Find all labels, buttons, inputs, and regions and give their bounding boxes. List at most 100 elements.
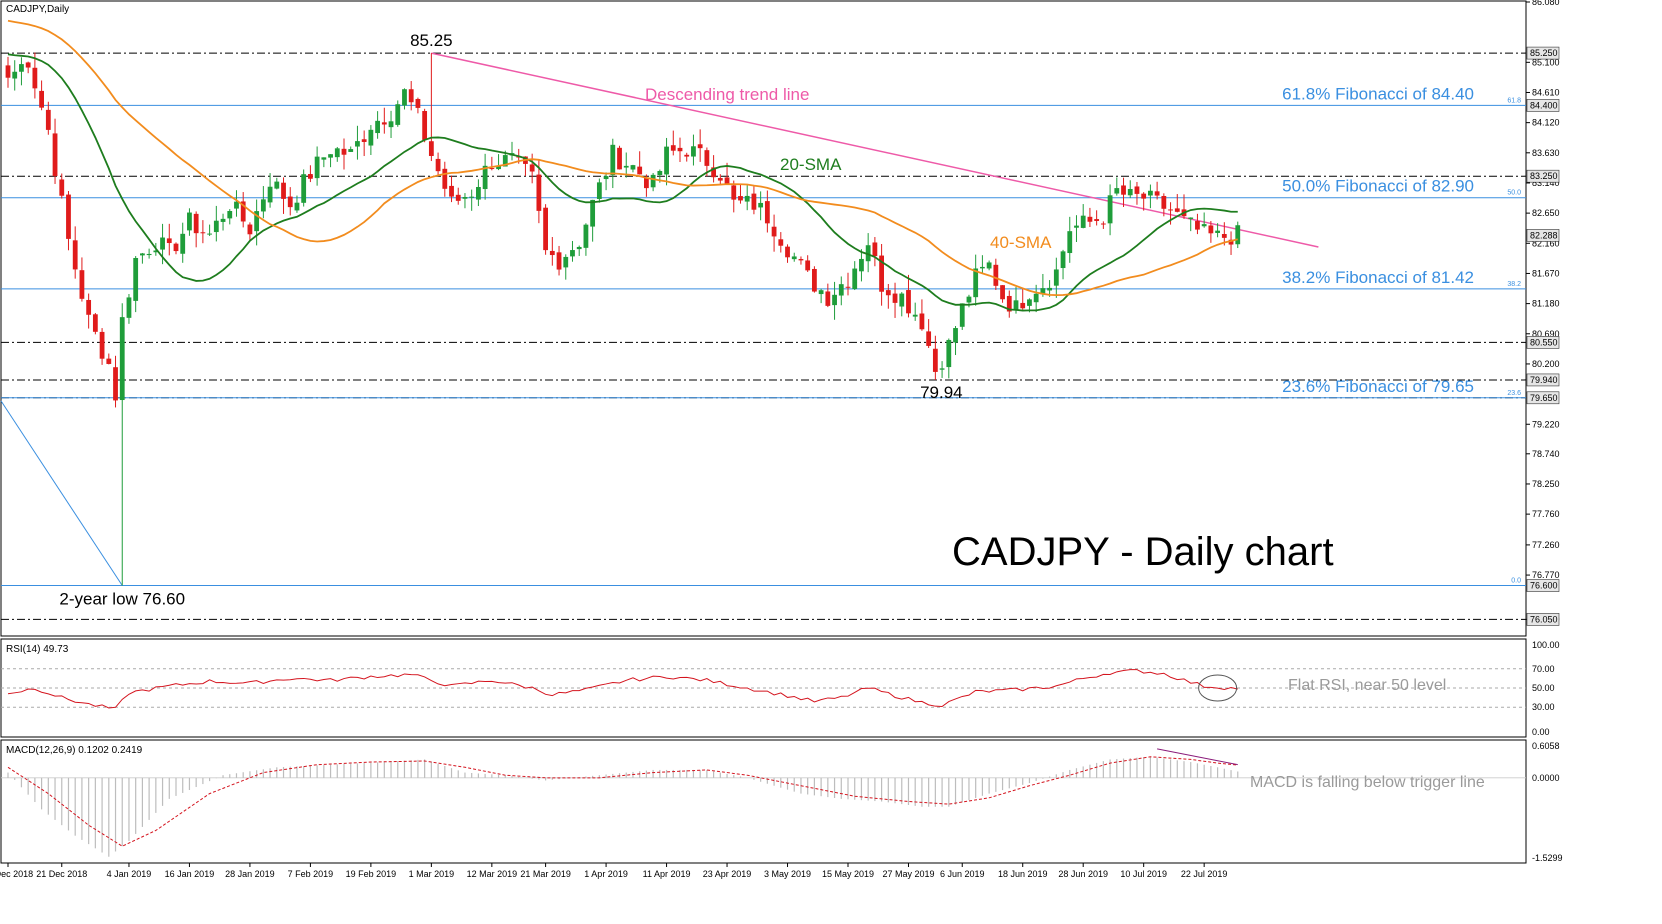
may-low-price-label: 79.94 xyxy=(920,383,963,402)
sma20-line xyxy=(7,53,1238,312)
candle-body xyxy=(798,259,804,261)
price-highlight-box xyxy=(1526,169,1560,183)
candle-body xyxy=(670,145,676,151)
candle-body xyxy=(610,144,616,176)
price-highlight-label: 79.940 xyxy=(1530,375,1558,385)
candle-body xyxy=(126,297,132,318)
fibonacci-level-label: 61.8% Fibonacci of 84.40 xyxy=(1282,84,1474,103)
candle-body xyxy=(1188,217,1194,219)
candle-body xyxy=(247,224,253,235)
fibonacci-level-tag: 0.0 xyxy=(1511,578,1521,585)
candle-body xyxy=(187,212,192,231)
candle-body xyxy=(375,120,380,134)
price-tick-label: 84.120 xyxy=(1532,118,1560,128)
fibonacci-level-tag: 50.0 xyxy=(1507,190,1521,197)
macd-tick-label: 0.6058 xyxy=(1532,741,1560,751)
candle-body xyxy=(1027,299,1032,306)
candle-body xyxy=(334,148,340,158)
candle-body xyxy=(1107,195,1113,224)
candle-body xyxy=(308,174,313,179)
candle-body xyxy=(435,158,441,172)
fibonacci-level-label: 38.2% Fibonacci of 81.42 xyxy=(1282,268,1474,287)
candle-body xyxy=(234,201,239,209)
candle-body xyxy=(469,196,475,198)
rsi-tick-label: 70.00 xyxy=(1532,664,1555,674)
candle-body xyxy=(549,250,555,256)
candle-body xyxy=(852,268,858,290)
candle-body xyxy=(637,166,643,175)
two-year-low-label: 2-year low 76.60 xyxy=(59,590,185,609)
candle-body xyxy=(442,168,448,189)
candle-body xyxy=(603,176,609,180)
candle-body xyxy=(321,157,327,160)
price-highlight-box xyxy=(1526,336,1560,349)
candle-body xyxy=(496,165,501,170)
candle-body xyxy=(832,294,837,306)
rsi-highlight-circle xyxy=(1198,674,1238,702)
candle-body xyxy=(1208,225,1214,234)
sma20-label: 20-SMA xyxy=(780,155,842,174)
date-tick-label: 3 May 2019 xyxy=(764,869,811,879)
candle-body xyxy=(1067,231,1073,254)
candle-body xyxy=(1235,225,1241,245)
date-tick-label: 7 Feb 2019 xyxy=(288,869,334,879)
trend-line-label: Descending trend line xyxy=(645,85,809,104)
candle-body xyxy=(25,62,31,68)
candle-body xyxy=(113,367,118,401)
candle-body xyxy=(294,202,300,211)
macd-panel-frame xyxy=(0,739,1527,864)
candle-body xyxy=(502,155,508,167)
candle-body xyxy=(570,250,575,257)
candle-body xyxy=(173,243,179,252)
candle-body xyxy=(1168,209,1173,211)
candle-body xyxy=(764,201,770,224)
candle-body xyxy=(664,146,669,175)
candle-body xyxy=(919,313,925,330)
candle-body xyxy=(791,256,797,260)
price-tick-label: 78.740 xyxy=(1532,449,1560,459)
sma40-label: 40-SMA xyxy=(990,233,1052,252)
candle-body xyxy=(1047,287,1052,291)
candle-body xyxy=(66,194,71,239)
candle-body xyxy=(415,98,421,108)
date-tick-label: 22 Jul 2019 xyxy=(1181,869,1228,879)
candle-body xyxy=(140,253,145,256)
candle-body xyxy=(980,266,985,269)
descending-trend-line xyxy=(431,52,1319,248)
date-tick-label: 28 Jan 2019 xyxy=(225,869,275,879)
candle-body xyxy=(973,268,979,298)
candle-body xyxy=(1013,300,1019,311)
candle-body xyxy=(348,149,354,152)
price-tick-label: 82.650 xyxy=(1532,208,1560,218)
candle-body xyxy=(1127,188,1133,196)
candle-body xyxy=(1161,195,1167,209)
candle-body xyxy=(576,246,582,250)
candle-body xyxy=(583,224,589,248)
candle-body xyxy=(166,238,172,244)
price-highlight-label: 85.250 xyxy=(1530,48,1558,58)
price-highlight-label: 84.400 xyxy=(1530,100,1558,110)
fibonacci-level-tag: 61.8 xyxy=(1507,97,1521,104)
candle-body xyxy=(704,150,710,166)
candle-body xyxy=(402,89,407,106)
date-tick-label: 6 Jun 2019 xyxy=(940,869,985,879)
candle-body xyxy=(1141,193,1147,199)
candle-body xyxy=(751,193,757,210)
candle-body xyxy=(932,348,938,372)
price-tick-label: 82.160 xyxy=(1532,238,1560,248)
candle-body xyxy=(556,252,562,270)
candle-body xyxy=(818,290,824,295)
candle-body xyxy=(738,196,743,201)
candle-body xyxy=(691,146,696,157)
rsi-note: Flat RSI, near 50 level xyxy=(1288,677,1446,694)
candle-body xyxy=(717,178,723,181)
candle-body xyxy=(926,331,932,346)
candle-body xyxy=(785,246,790,258)
candle-body xyxy=(462,196,468,199)
candle-body xyxy=(52,133,58,177)
candle-body xyxy=(1174,208,1180,212)
main-panel-frame xyxy=(0,0,1527,637)
candle-body xyxy=(892,293,898,303)
